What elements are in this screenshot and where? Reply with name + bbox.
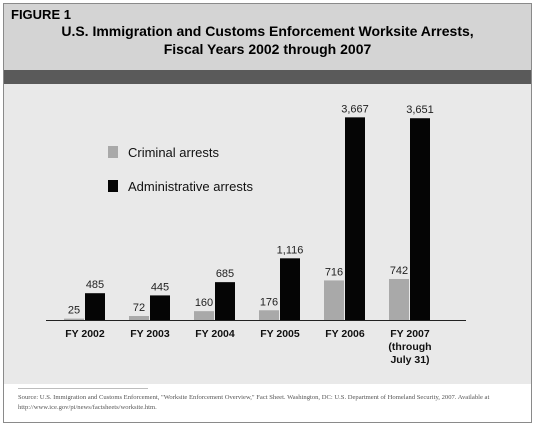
- bar-criminal: [389, 278, 409, 320]
- bar-administrative: [410, 118, 430, 320]
- bar-administrative: [150, 295, 170, 320]
- data-label-criminal: 716: [325, 266, 343, 278]
- x-tick-label: FY 2006: [325, 328, 365, 340]
- data-label-criminal: 176: [260, 296, 278, 308]
- bar-administrative: [345, 117, 365, 320]
- data-label-criminal: 742: [390, 265, 408, 277]
- x-tick-label: FY 2004: [195, 328, 235, 340]
- x-tick-label: FY 2002: [65, 328, 105, 340]
- legend-label-administrative: Administrative arrests: [128, 179, 253, 194]
- data-label-criminal: 160: [195, 297, 213, 309]
- figure-label: FIGURE 1: [11, 7, 71, 22]
- legend-swatch-criminal: [108, 146, 118, 158]
- chart-title-line2: Fiscal Years 2002 through 2007: [163, 41, 372, 57]
- legend-label-criminal: Criminal arrests: [128, 145, 220, 160]
- bar-criminal: [259, 310, 279, 320]
- x-tick-label: July 31): [390, 354, 429, 366]
- data-label-administrative: 3,651: [406, 104, 434, 116]
- x-tick-label: FY 2005: [260, 328, 300, 340]
- x-tick-label: FY 2003: [130, 328, 170, 340]
- legend-swatch-administrative: [108, 180, 118, 192]
- data-label-administrative: 1,116: [277, 244, 304, 256]
- source-note: Source: U.S. Immigration and Customs Enf…: [18, 394, 490, 411]
- x-tick-label: FY 2007: [390, 328, 430, 340]
- bar-chart: 25 485 FY 2002 72 445 FY 2003 160 685 FY 2004 176…: [46, 103, 466, 366]
- data-label-administrative: 3,667: [341, 103, 369, 115]
- x-tick-label: (through: [388, 341, 431, 353]
- data-label-criminal: 72: [133, 302, 145, 314]
- data-label-administrative: 445: [151, 281, 169, 293]
- bar-administrative: [215, 282, 235, 320]
- data-label-criminal: 25: [68, 305, 80, 317]
- plot-area: [4, 84, 531, 384]
- bar-criminal: [129, 316, 149, 320]
- source-divider: [18, 388, 148, 389]
- header-divider-band: [4, 70, 531, 84]
- bar-criminal: [324, 280, 344, 320]
- bar-criminal: [194, 311, 214, 320]
- data-label-administrative: 685: [216, 268, 234, 280]
- bar-administrative: [85, 293, 105, 320]
- data-label-administrative: 485: [86, 279, 104, 291]
- bar-criminal: [64, 318, 84, 320]
- figure-frame: FIGURE 1 U.S. Immigration and Customs En…: [3, 3, 532, 423]
- figure-header: FIGURE 1 U.S. Immigration and Customs En…: [4, 4, 531, 70]
- bar-administrative: [280, 258, 300, 320]
- chart-title-line1: U.S. Immigration and Customs Enforcement…: [61, 23, 474, 39]
